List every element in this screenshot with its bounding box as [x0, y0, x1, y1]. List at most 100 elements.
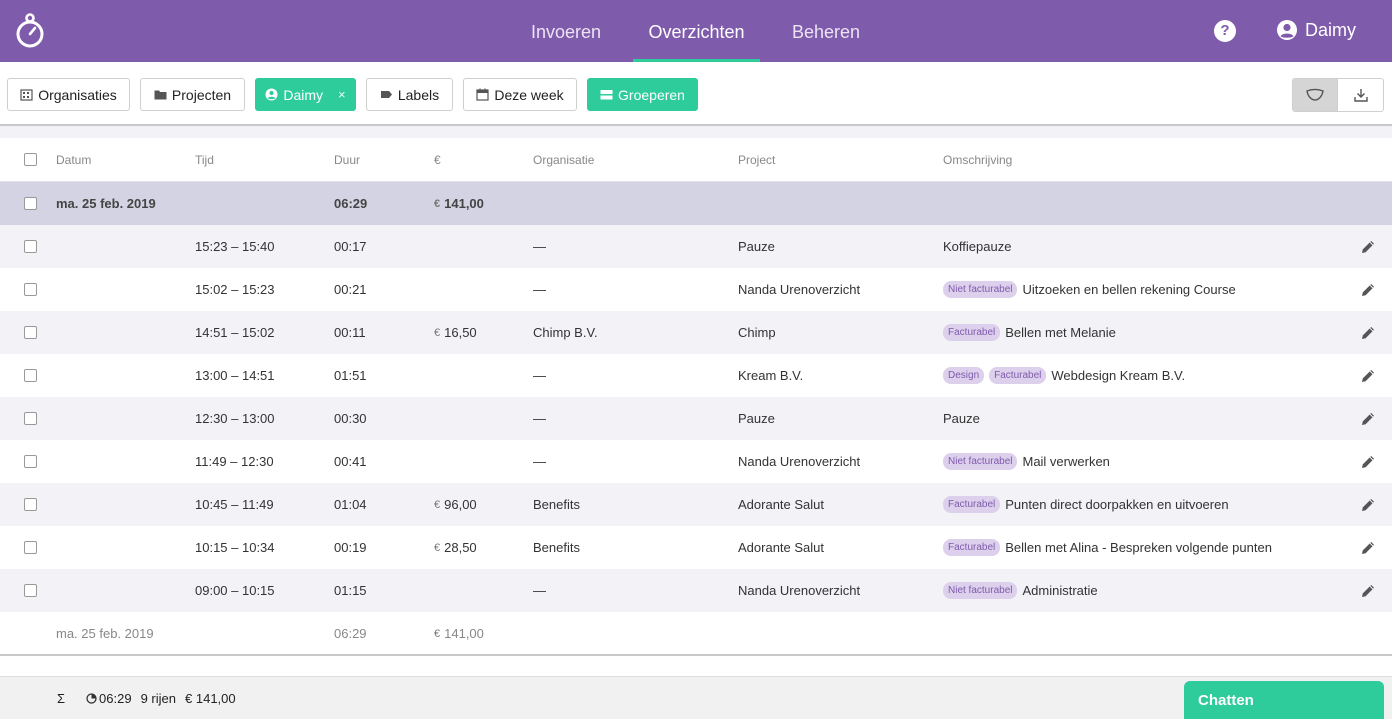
edit-entry-button[interactable]: [1360, 311, 1376, 354]
label-badge: Niet facturabel: [943, 281, 1018, 298]
entry-amount: [434, 225, 438, 268]
row-checkbox[interactable]: [24, 225, 37, 268]
period-label: Deze week: [494, 86, 564, 103]
pencil-icon: [1362, 584, 1374, 597]
entry-description-text: Pauze: [943, 411, 980, 426]
table-row[interactable]: 09:00 – 10:15 01:15 — Nanda Urenoverzicht Ni…: [0, 569, 1392, 612]
user-filter-chip[interactable]: Daimy ×: [255, 78, 356, 111]
entry-project: Pauze: [738, 411, 775, 426]
entry-duration: 01:15: [334, 583, 367, 598]
footer-amount: €141,00: [434, 612, 484, 655]
entry-amount: [434, 354, 438, 397]
help-icon[interactable]: ?: [1214, 20, 1236, 42]
filter-bar: Organisaties Projecten Daimy × Labels De…: [0, 62, 1392, 126]
edit-entry-button[interactable]: [1360, 526, 1376, 569]
table-row[interactable]: 11:49 – 12:30 00:41 — Nanda Urenoverzicht Ni…: [0, 440, 1392, 483]
table-row[interactable]: 15:23 – 15:40 00:17 — Pauze Koffiepauze: [0, 225, 1392, 268]
entry-time: 12:30 – 13:00: [195, 411, 275, 426]
entry-amount-value: 28,50: [444, 540, 477, 555]
tab-beheren[interactable]: Beheren: [791, 22, 861, 42]
edit-entry-button[interactable]: [1360, 397, 1376, 440]
table-row[interactable]: 10:45 – 11:49 01:04 €96,00 Benefits Adorante…: [0, 483, 1392, 526]
pencil-icon: [1362, 326, 1374, 339]
table-row[interactable]: 14:51 – 15:02 00:11 €16,50 Chimp B.V. Chimp F…: [0, 311, 1392, 354]
entry-duration: 00:41: [334, 454, 367, 469]
edit-entry-button[interactable]: [1360, 569, 1376, 612]
edit-entry-button[interactable]: [1360, 483, 1376, 526]
tab-invoeren[interactable]: Invoeren: [530, 22, 602, 42]
entry-description: Design Facturabel Webdesign Kream B.V.: [943, 354, 1185, 397]
row-checkbox[interactable]: [24, 354, 37, 397]
header-amount[interactable]: €: [434, 152, 441, 167]
download-icon: [1353, 89, 1368, 102]
folder-icon: [154, 90, 167, 100]
table-row[interactable]: 10:15 – 10:34 00:19 €28,50 Benefits Adorante…: [0, 526, 1392, 569]
time-entries-table: Datum Tijd Duur € Organisatie Project Om…: [0, 138, 1392, 655]
tab-overzichten[interactable]: Overzichten: [633, 0, 760, 62]
remove-user-filter-icon[interactable]: ×: [338, 87, 346, 102]
top-navigation: Invoeren Overzichten Beheren ? Daimy: [0, 0, 1392, 62]
view-toggle: [1292, 78, 1384, 112]
edit-entry-button[interactable]: [1360, 354, 1376, 397]
entry-project: Nanda Urenoverzicht: [738, 583, 861, 598]
entry-project: Pauze: [738, 239, 775, 254]
header-project[interactable]: Project: [738, 152, 776, 167]
entry-description: Niet facturabel Mail verwerken: [943, 440, 1110, 483]
select-all-checkbox[interactable]: [24, 138, 37, 181]
group-currency: €: [434, 197, 441, 210]
header-duration[interactable]: Duur: [334, 152, 361, 167]
row-checkbox[interactable]: [24, 440, 37, 483]
table-row[interactable]: 12:30 – 13:00 00:30 — Pauze Pauze: [0, 397, 1392, 440]
tag-icon: [380, 91, 392, 98]
group-label: Groeperen: [618, 86, 685, 103]
organisaties-filter-button[interactable]: Organisaties: [7, 78, 130, 111]
period-filter-button[interactable]: Deze week: [463, 78, 577, 111]
row-checkbox[interactable]: [24, 483, 37, 526]
entry-duration: 00:30: [334, 411, 367, 426]
label-badge: Facturabel: [943, 539, 1001, 556]
group-button[interactable]: Groeperen: [587, 78, 698, 111]
header-time[interactable]: Tijd: [195, 152, 214, 167]
entry-project: Adorante Salut: [738, 497, 825, 512]
edit-entry-button[interactable]: [1360, 225, 1376, 268]
table-row[interactable]: 15:02 – 15:23 00:21 — Nanda Urenoverzicht Ni…: [0, 268, 1392, 311]
stopwatch-logo-icon[interactable]: [14, 13, 46, 49]
labels-filter-button[interactable]: Labels: [366, 78, 453, 111]
footer-duration: 06:29: [334, 626, 367, 641]
row-count: 9 rijen: [140, 691, 177, 706]
row-checkbox[interactable]: [24, 268, 37, 311]
entry-description: Pauze: [943, 397, 980, 440]
header-date[interactable]: Datum: [56, 152, 92, 167]
edit-entry-button[interactable]: [1360, 268, 1376, 311]
entry-project: Kream B.V.: [738, 368, 804, 383]
status-bar: Σ 06:29 9 rijen € 141,00: [0, 676, 1392, 719]
chat-button[interactable]: Chatten: [1184, 681, 1384, 719]
hide-view-button[interactable]: [1293, 79, 1339, 111]
group-checkbox[interactable]: [24, 182, 37, 225]
row-checkbox[interactable]: [24, 397, 37, 440]
entry-description: Facturabel Bellen met Alina - Bespreken v…: [943, 526, 1272, 569]
row-checkbox[interactable]: [24, 526, 37, 569]
user-menu[interactable]: Daimy: [1276, 17, 1356, 43]
label-badge: Facturabel: [943, 324, 1001, 341]
entry-description: Koffiepauze: [943, 225, 1011, 268]
entry-description-text: Webdesign Kream B.V.: [1051, 368, 1186, 383]
entry-duration: 00:21: [334, 282, 367, 297]
export-button[interactable]: [1338, 79, 1383, 111]
table-row[interactable]: 13:00 – 14:51 01:51 — Kream B.V. Design Factu…: [0, 354, 1392, 397]
entry-time: 13:00 – 14:51: [195, 368, 275, 383]
projecten-filter-button[interactable]: Projecten: [140, 78, 245, 111]
pencil-icon: [1362, 412, 1374, 425]
entry-description: Facturabel Bellen met Melanie: [943, 311, 1116, 354]
pencil-icon: [1362, 283, 1374, 296]
group-amount: €141,00: [434, 182, 484, 225]
entry-time: 11:49 – 12:30: [195, 454, 274, 469]
entry-time: 09:00 – 10:15: [195, 583, 275, 598]
row-checkbox[interactable]: [24, 569, 37, 612]
header-description[interactable]: Omschrijving: [943, 152, 1013, 167]
group-duration: 06:29: [334, 196, 368, 211]
entry-amount: €96,00: [434, 483, 477, 526]
header-organisation[interactable]: Organisatie: [533, 152, 595, 167]
edit-entry-button[interactable]: [1360, 440, 1376, 483]
row-checkbox[interactable]: [24, 311, 37, 354]
